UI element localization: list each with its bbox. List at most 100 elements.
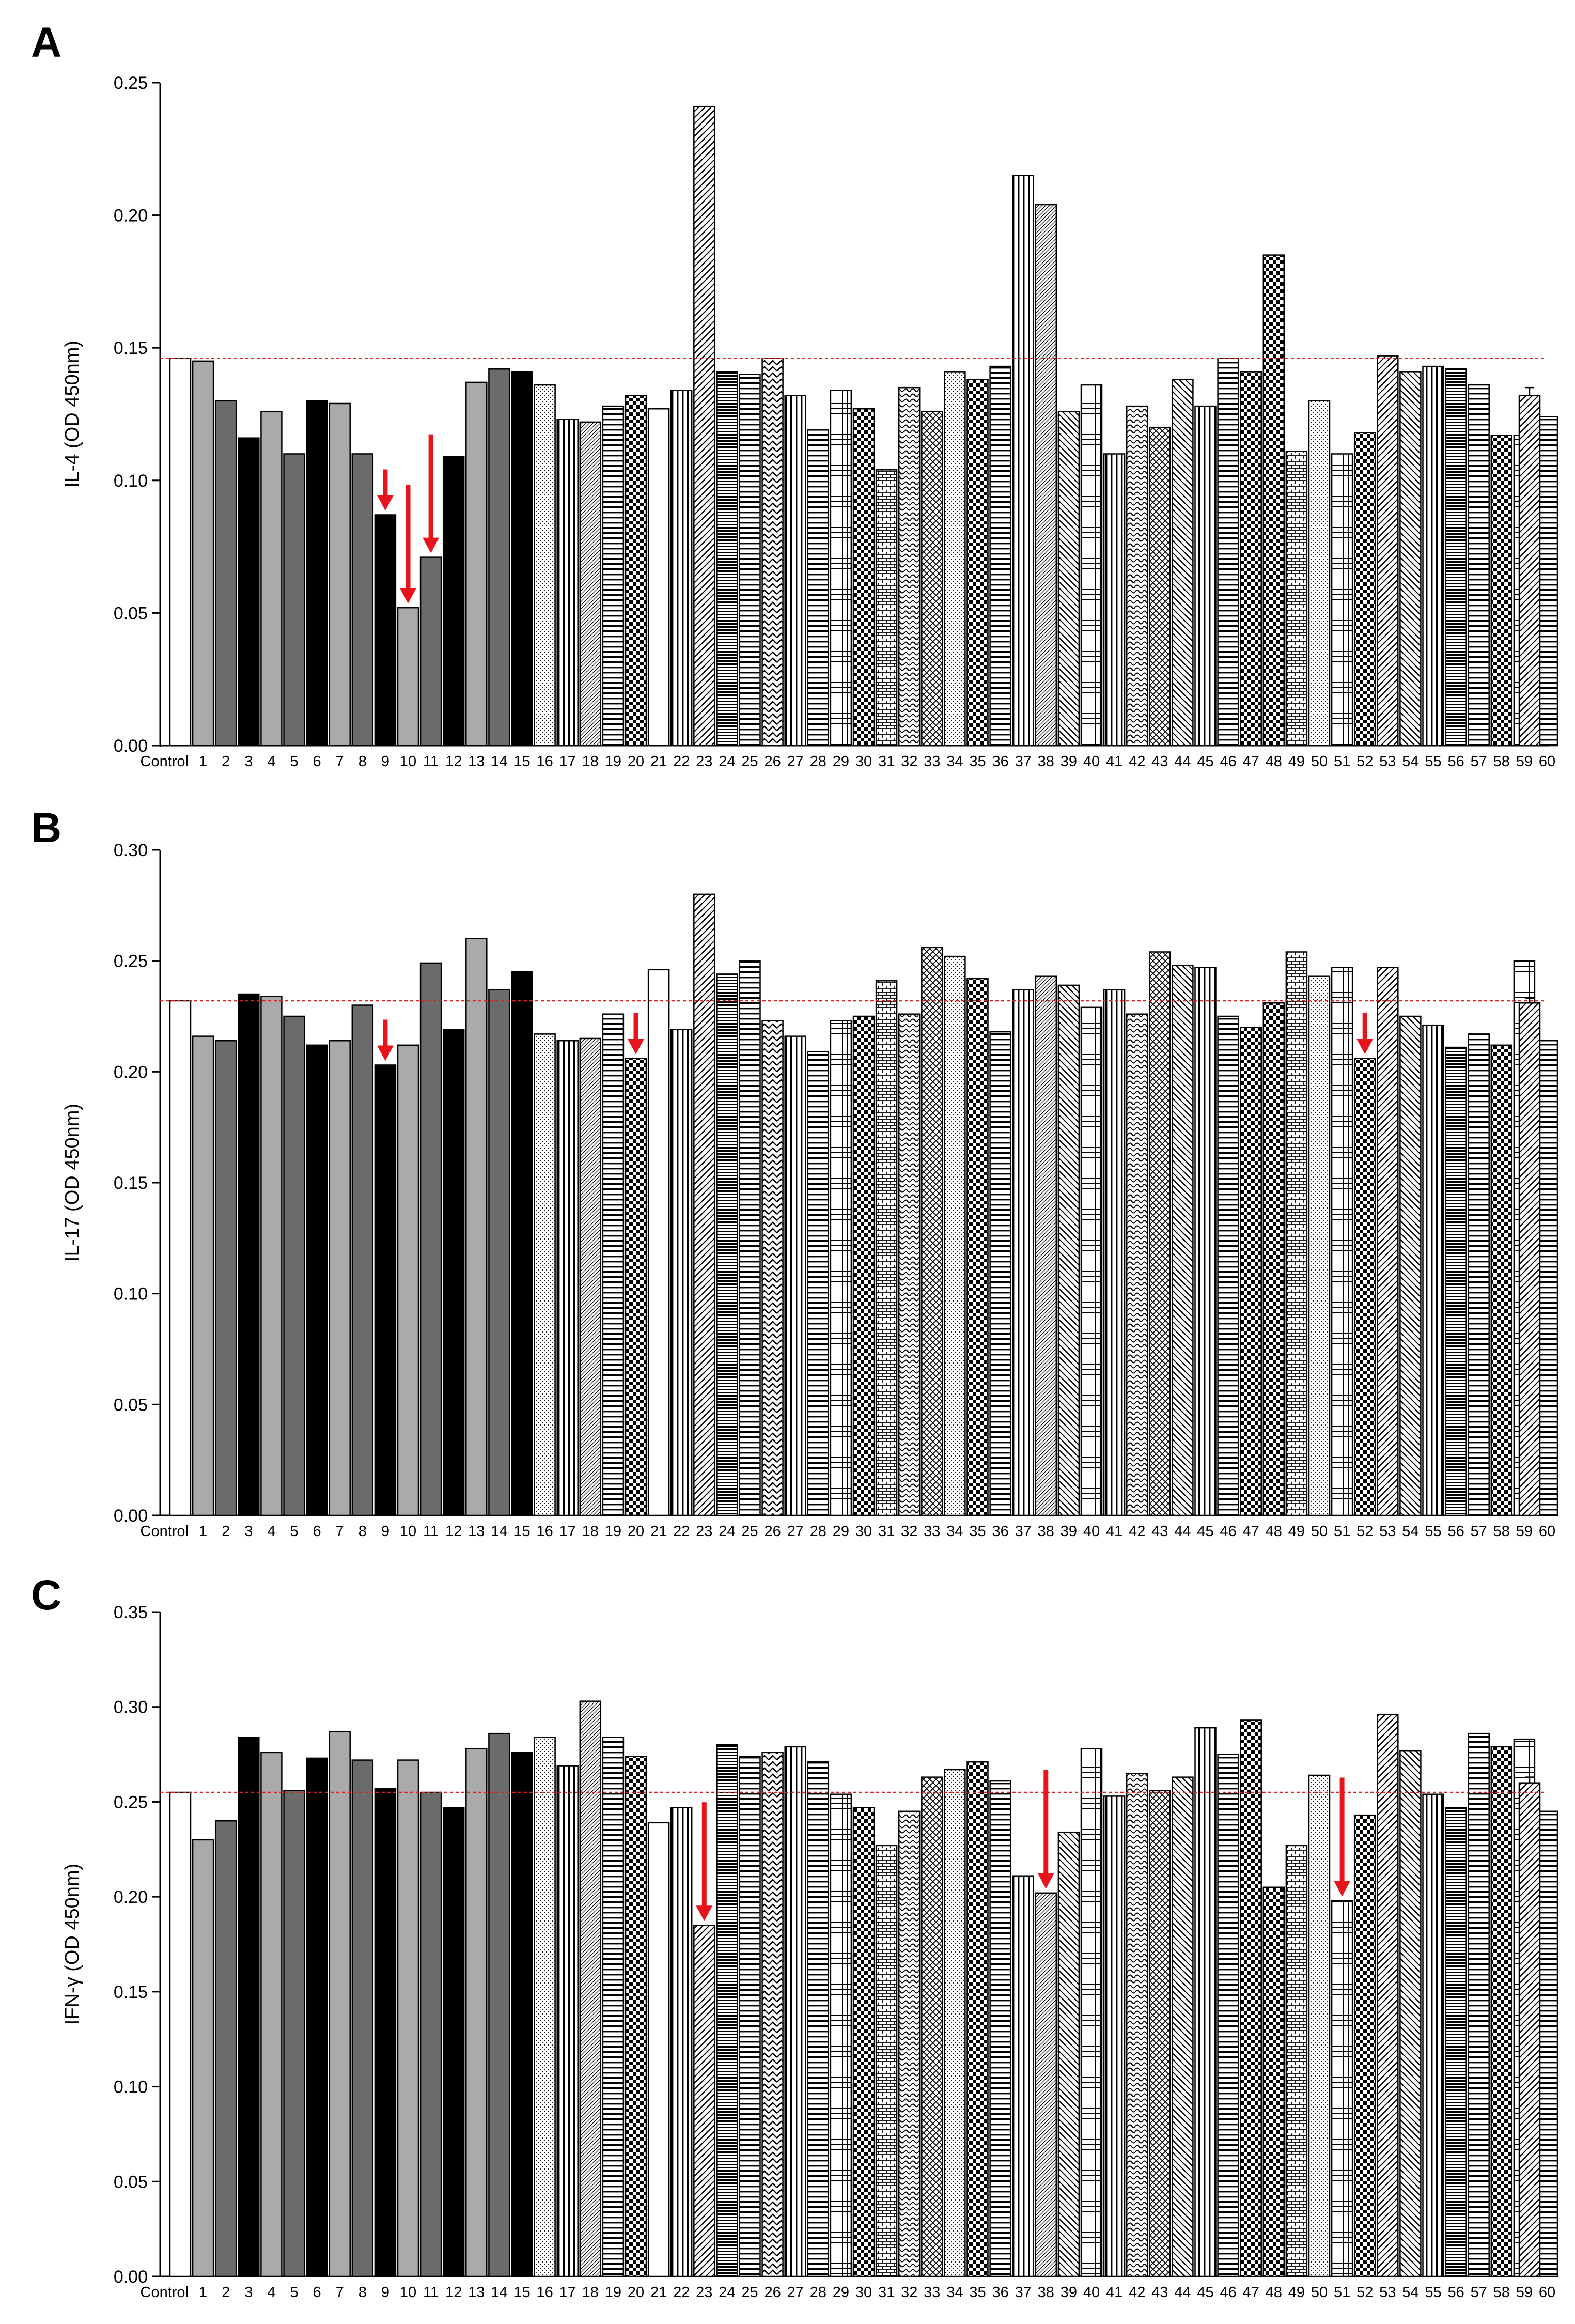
- bar-44: [1172, 1776, 1194, 2277]
- bar-54: [1399, 1015, 1422, 1516]
- bar-44: [1172, 965, 1194, 1516]
- bar-16: [534, 1737, 556, 2277]
- bar-1: [192, 360, 214, 747]
- x-tick-label: 16: [536, 2284, 553, 2301]
- bar-14: [488, 989, 510, 1516]
- bar-58: [1490, 1746, 1513, 2277]
- x-tick-label: 37: [1015, 1523, 1032, 1540]
- bar-21: [647, 969, 670, 1516]
- x-tick-label: 36: [992, 753, 1008, 770]
- bar-5: [283, 1790, 305, 2277]
- arrow-marker-10: [400, 485, 416, 604]
- x-tick-label: 27: [787, 753, 804, 770]
- x-tick-label: 20: [628, 1523, 644, 1540]
- bar-14: [488, 1732, 510, 2277]
- bar-58: [1490, 435, 1513, 747]
- panel-label-c: C: [31, 1572, 61, 1619]
- x-tick-label: 17: [559, 1523, 576, 1540]
- bar-1: [192, 1035, 214, 1516]
- bar-4: [260, 996, 283, 1516]
- x-tick-label: 43: [1151, 1523, 1168, 1540]
- x-tick-label: 31: [878, 2284, 895, 2301]
- y-tick-label: 0.25: [114, 73, 148, 93]
- bar-23: [693, 893, 715, 1516]
- x-tick-label: 17: [559, 2284, 576, 2301]
- bar-2: [214, 1820, 237, 2277]
- x-tick-label: 21: [650, 753, 667, 770]
- bar-18: [579, 1037, 602, 1516]
- x-tick-label: 60: [1539, 1523, 1555, 1540]
- x-tick-label: 51: [1334, 2284, 1350, 2301]
- bar-6: [306, 1757, 328, 2277]
- bar-18: [579, 1700, 602, 2277]
- bar-47: [1240, 1027, 1262, 1516]
- x-tick-label: 50: [1311, 2284, 1328, 2301]
- x-tick-label: 7: [336, 753, 344, 770]
- x-tick-label: 53: [1379, 753, 1396, 770]
- bar-19: [602, 405, 625, 747]
- x-tick-label: Control: [141, 1523, 189, 1540]
- bar-30: [852, 1807, 875, 2277]
- bar-9: [374, 514, 397, 747]
- bar-3: [238, 993, 260, 1516]
- x-tick-label: 7: [336, 2284, 344, 2301]
- y-tick-label: 0.05: [114, 603, 148, 623]
- bar-15: [511, 1752, 533, 2277]
- bar-50: [1308, 975, 1331, 1516]
- x-tick-label: 33: [924, 1523, 940, 1540]
- x-tick-label: 1: [199, 2284, 207, 2301]
- panel-label-a: A: [31, 19, 61, 66]
- x-tick-label: 8: [358, 1523, 367, 1540]
- x-tick-label: 40: [1083, 2284, 1100, 2301]
- x-tick-label: 51: [1334, 753, 1350, 770]
- x-tick-label: 44: [1174, 753, 1191, 770]
- arrow-marker-51: [1334, 1777, 1351, 1897]
- bar-13: [465, 1748, 488, 2277]
- x-tick-label: 31: [878, 1523, 895, 1540]
- bar-11: [419, 556, 442, 747]
- x-tick-label: 59: [1516, 753, 1533, 770]
- x-tick-label: 2: [222, 1523, 230, 1540]
- y-tick-label: 0.30: [114, 841, 148, 860]
- bar-2: [214, 400, 237, 747]
- y-tick-label: 0.25: [114, 1792, 148, 1812]
- x-tick-label: 58: [1493, 1523, 1510, 1540]
- bar-15: [511, 971, 533, 1516]
- x-tick-label: 55: [1425, 1523, 1441, 1540]
- x-tick-label: 10: [400, 1523, 416, 1540]
- x-tick-label: 3: [244, 2284, 253, 2301]
- bar-23: [693, 105, 715, 747]
- bar-36: [989, 365, 1011, 747]
- x-tick-label: 47: [1243, 1523, 1259, 1540]
- y-tick-label: 0.10: [114, 471, 148, 491]
- x-tick-label: 47: [1243, 2284, 1259, 2301]
- bar-46: [1217, 1015, 1239, 1516]
- bar-3: [238, 1737, 260, 2277]
- bar-17: [556, 1040, 579, 1516]
- x-tick-label: 42: [1129, 753, 1145, 770]
- x-tick-label: 14: [491, 1523, 507, 1540]
- x-tick-label: 46: [1220, 753, 1236, 770]
- bar-39: [1057, 1831, 1080, 2277]
- panel-b-il17-chart: B 0.00 0.05 0.10 0.15 0.20 0.25 0.30 IL-17 (OD 4…: [31, 804, 1558, 1540]
- bar-57: [1468, 1732, 1490, 2277]
- bar-32: [898, 1013, 921, 1516]
- panel-c-ifng-chart: C 0.00 0.05 0.10 0.15 0.20 0.25 0.30 0.35 IFN-γ (…: [31, 1572, 1558, 2301]
- arrow-marker-9: [377, 469, 394, 511]
- x-tick-label: 19: [605, 1523, 621, 1540]
- x-tick-label: 33: [924, 753, 940, 770]
- bar-control: [169, 1000, 192, 1516]
- x-tick-label: 12: [445, 2284, 462, 2301]
- bar-38: [1035, 975, 1057, 1516]
- x-tick-label: 44: [1174, 1523, 1191, 1540]
- x-tick-label: 45: [1197, 1523, 1213, 1540]
- x-tick-label: 6: [313, 1523, 321, 1540]
- x-tick-label: 46: [1220, 1523, 1236, 1540]
- y-tick-label: 0.00: [114, 736, 148, 756]
- x-tick-label: 38: [1038, 1523, 1054, 1540]
- x-tick-label: 36: [992, 2284, 1008, 2301]
- x-tick-label: 57: [1471, 753, 1487, 770]
- x-tick-label: 53: [1379, 1523, 1396, 1540]
- x-tick-label: 20: [628, 2284, 644, 2301]
